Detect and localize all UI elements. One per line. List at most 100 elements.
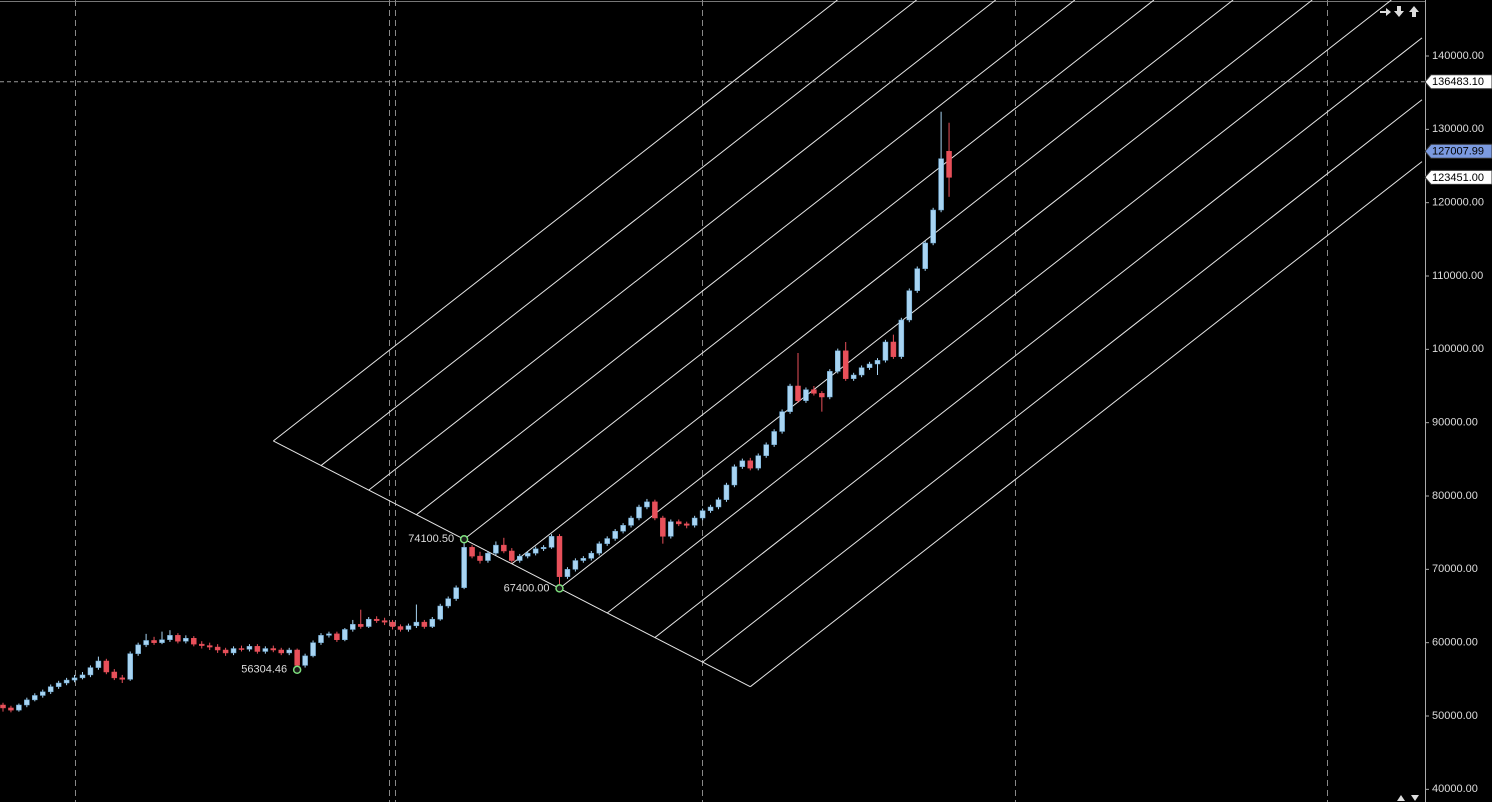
candle-body [731,466,738,486]
candle-body [596,543,602,554]
candle-body [71,677,78,681]
fib-channel-line [559,0,1313,589]
candle-body [47,686,54,693]
anchor-label: 56304.46 [241,664,287,676]
candle-body [16,704,22,711]
candle-body [55,682,62,687]
candle-body [135,644,141,654]
candle-body [413,621,420,627]
anchor-point [555,584,564,593]
candle-body [922,242,928,269]
fib-channel-line [463,0,1155,540]
y-tick-label: 40000.00 [1432,783,1478,795]
price-tag-label: 136483.10 [1432,76,1484,88]
candle-body [334,633,340,640]
candle-body [246,646,253,650]
y-tick-label: 120000.00 [1432,197,1484,209]
candle-body [358,624,364,627]
candle-body [429,618,436,627]
vertical-grid [75,0,1328,802]
candle-body [930,209,936,244]
candle-body [898,319,905,357]
candle-body [914,268,920,291]
candle-body [111,671,118,679]
candle-body [668,521,674,537]
y-tick-label: 140000.00 [1432,50,1484,62]
candle-body [517,555,523,561]
candle-body [127,653,133,680]
candle-body [660,517,666,537]
anchor-point [292,665,302,675]
candle-body [286,649,292,654]
candle-body [683,523,690,526]
candle-body [214,646,221,651]
candle-body [389,621,396,627]
candle-body [946,151,952,178]
scroll-down-button[interactable] [1394,6,1404,17]
candle-body [119,677,125,680]
y-tick-label: 60000.00 [1432,637,1478,649]
candle-body [445,598,451,607]
candle-body [183,638,189,642]
candle-body [373,618,380,621]
candle-body [461,547,467,588]
candle-body [199,643,205,646]
candle-body [397,626,404,630]
price-tag-label: 127007.99 [1432,146,1484,158]
candle-body [827,371,833,398]
candle-body [191,638,197,645]
candle-body [24,699,30,706]
candle-body [755,455,761,469]
candle-body [501,544,507,552]
candle-body [795,385,801,401]
zoom-up-button[interactable] [1397,795,1405,801]
scroll-right-button[interactable] [1380,8,1391,16]
candle-body [79,674,86,679]
candle-body [8,707,14,711]
y-tick-label: 100000.00 [1432,343,1484,355]
candle-body [771,431,777,445]
candle-body [40,691,46,696]
candle-body [787,385,793,412]
fib-channel-line [511,0,1234,565]
scroll-up-button[interactable] [1409,6,1419,17]
anchor-label: 74100.50 [408,533,454,545]
candle-body [103,660,110,673]
fib-channel-line [702,99,1423,663]
candle-body [437,605,443,620]
y-tick-label: 70000.00 [1432,563,1478,575]
candle-body [556,536,563,577]
price-tag-box [1424,143,1492,159]
candle-body [230,648,237,654]
candle-body [278,649,284,654]
candle-body [604,538,610,544]
candle-body [739,460,746,467]
fib-cross-line [273,440,751,688]
candle-body [350,624,356,630]
fib-channel-line [654,37,1423,638]
candle-body [270,648,277,651]
fib-channel-line [749,161,1423,688]
candle-body [302,655,308,666]
candle-body [763,444,769,456]
candle-body [906,290,913,321]
fib-channel-line [606,0,1392,614]
candle-body [254,646,261,652]
candle-body [310,642,316,657]
candle-body [540,547,547,550]
candle-body [803,389,809,401]
candle-body [238,648,245,650]
candle-body [882,341,889,361]
candle-body [858,367,865,376]
zoom-down-button[interactable] [1411,795,1419,801]
candle-body [421,621,428,627]
candle-body [405,625,412,630]
price-tag-box [1424,74,1492,90]
candle-body [63,679,70,684]
anchor-point [459,535,469,544]
candle-body [620,525,626,532]
price-tag-label: 123451.00 [1432,172,1484,184]
y-tick-label: 80000.00 [1432,490,1478,502]
y-tick-label: 90000.00 [1432,417,1478,429]
candle-body [453,587,459,599]
